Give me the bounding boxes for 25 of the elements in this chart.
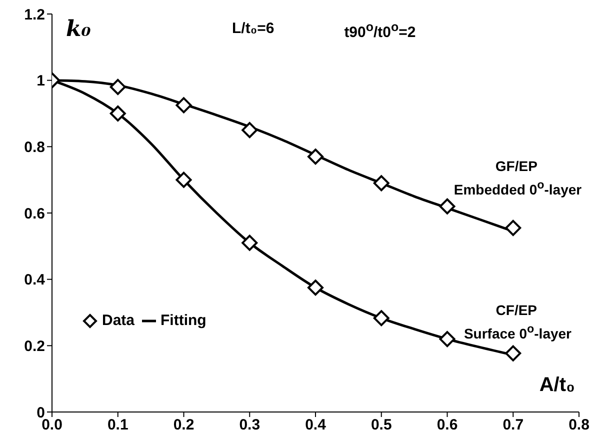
annotation: GF/EP [495,158,538,174]
x-tick-label: 0.5 [370,416,392,434]
y-tick-label: 0.4 [24,272,46,289]
y-tick-label: 0.6 [24,205,45,222]
y-tick-label: 0.8 [24,138,45,156]
annotation: Surface 0$^{o}$-layer [464,322,572,342]
y-axis-title: k₀ [66,16,91,42]
legend-label: Data [102,312,135,329]
x-tick-label: 0.3 [239,416,260,434]
legend-label: Fitting [160,312,206,329]
x-tick-label: 0.0 [42,416,62,434]
x-tick-label: 0.6 [436,416,458,434]
annotation: Embedded 0$^{o}$-layer [454,178,582,198]
annotation: CF/EP [496,302,538,318]
y-tick-label: 1.2 [24,6,45,24]
x-tick-label: 0.4 [305,416,327,434]
x-tick-label: 0.1 [107,416,128,434]
x-tick-label: 0.8 [568,416,590,434]
y-tick-label: 0.2 [24,338,45,355]
y-tick-label: 1 [36,72,45,90]
annotation: t90$^{o}$/t0$^{o}$=2 [344,20,416,41]
annotation: L/t₀=6 [232,20,274,39]
x-tick-label: 0.2 [173,416,194,434]
x-tick-label: 0.7 [502,416,524,434]
x-axis-title: A/t₀ [539,374,575,397]
